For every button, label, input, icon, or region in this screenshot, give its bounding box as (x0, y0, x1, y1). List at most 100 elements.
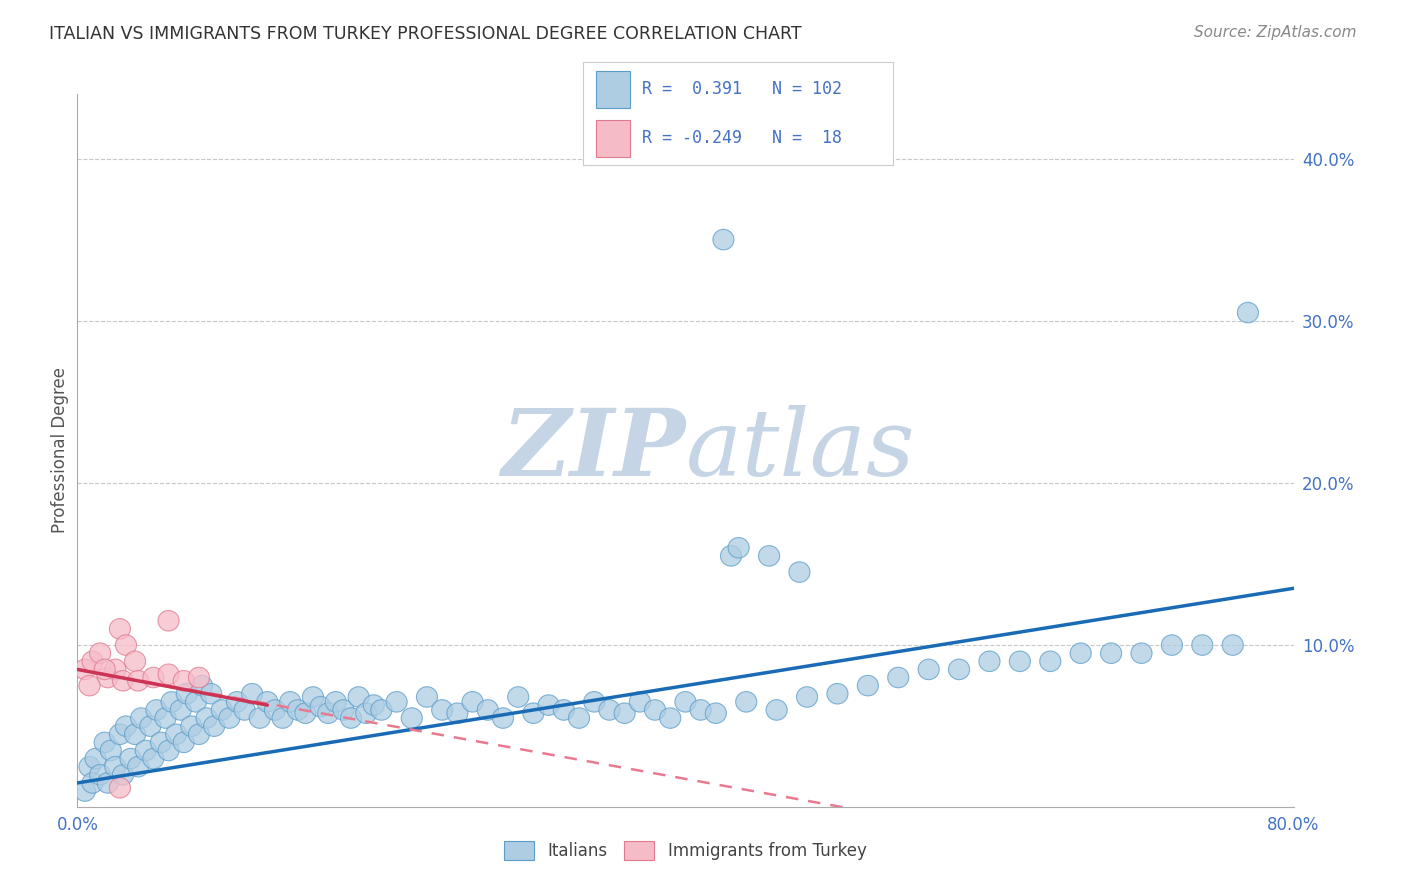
Ellipse shape (713, 229, 734, 250)
Ellipse shape (553, 699, 575, 720)
Text: atlas: atlas (686, 406, 915, 495)
Bar (596, 120, 630, 157)
Ellipse shape (79, 675, 100, 696)
Ellipse shape (257, 691, 278, 712)
Ellipse shape (155, 708, 176, 728)
Ellipse shape (1070, 643, 1091, 664)
Ellipse shape (979, 651, 1000, 672)
Ellipse shape (356, 703, 377, 723)
Ellipse shape (583, 691, 605, 712)
Ellipse shape (333, 699, 354, 720)
Ellipse shape (100, 740, 121, 761)
Ellipse shape (157, 664, 179, 684)
Ellipse shape (887, 667, 908, 688)
Ellipse shape (416, 687, 437, 707)
Ellipse shape (432, 699, 453, 720)
Ellipse shape (735, 691, 756, 712)
Ellipse shape (135, 740, 156, 761)
Ellipse shape (1010, 651, 1031, 672)
Text: R =  0.391   N = 102: R = 0.391 N = 102 (643, 80, 842, 98)
Ellipse shape (233, 699, 254, 720)
Ellipse shape (143, 748, 165, 769)
Ellipse shape (94, 659, 115, 680)
Ellipse shape (115, 716, 136, 737)
Ellipse shape (675, 691, 696, 712)
Ellipse shape (82, 772, 103, 793)
Y-axis label: Professional Degree: Professional Degree (51, 368, 69, 533)
Ellipse shape (1130, 643, 1152, 664)
Ellipse shape (105, 659, 127, 680)
Ellipse shape (162, 691, 183, 712)
Ellipse shape (401, 708, 422, 728)
Ellipse shape (125, 651, 146, 672)
Ellipse shape (131, 708, 152, 728)
Ellipse shape (644, 699, 665, 720)
Ellipse shape (173, 671, 194, 691)
Ellipse shape (568, 708, 589, 728)
Ellipse shape (176, 683, 197, 704)
Ellipse shape (538, 695, 560, 715)
Ellipse shape (79, 756, 100, 777)
Ellipse shape (599, 699, 620, 720)
Ellipse shape (614, 703, 636, 723)
Ellipse shape (201, 683, 222, 704)
Ellipse shape (139, 716, 160, 737)
Ellipse shape (302, 687, 323, 707)
Ellipse shape (766, 699, 787, 720)
Ellipse shape (186, 691, 207, 712)
Ellipse shape (146, 699, 167, 720)
Ellipse shape (110, 619, 131, 639)
Ellipse shape (318, 703, 339, 723)
Ellipse shape (349, 687, 370, 707)
Ellipse shape (371, 699, 392, 720)
Ellipse shape (630, 691, 651, 712)
Ellipse shape (492, 708, 513, 728)
Ellipse shape (325, 691, 346, 712)
Ellipse shape (706, 703, 727, 723)
Ellipse shape (195, 708, 217, 728)
Ellipse shape (84, 748, 105, 769)
Ellipse shape (758, 546, 779, 566)
Ellipse shape (827, 683, 848, 704)
Ellipse shape (387, 691, 408, 712)
Ellipse shape (150, 732, 172, 753)
Text: Source: ZipAtlas.com: Source: ZipAtlas.com (1194, 25, 1357, 40)
Ellipse shape (523, 703, 544, 723)
Ellipse shape (173, 732, 194, 753)
Text: ZIP: ZIP (501, 406, 686, 495)
Ellipse shape (363, 695, 384, 715)
Ellipse shape (94, 732, 115, 753)
Text: ITALIAN VS IMMIGRANTS FROM TURKEY PROFESSIONAL DEGREE CORRELATION CHART: ITALIAN VS IMMIGRANTS FROM TURKEY PROFES… (49, 25, 801, 43)
Ellipse shape (249, 708, 270, 728)
Ellipse shape (125, 724, 146, 745)
Ellipse shape (188, 724, 209, 745)
Ellipse shape (143, 667, 165, 688)
Ellipse shape (90, 643, 111, 664)
Ellipse shape (90, 764, 111, 785)
Ellipse shape (157, 740, 179, 761)
Ellipse shape (128, 671, 149, 691)
Ellipse shape (115, 635, 136, 656)
Ellipse shape (242, 683, 263, 704)
Ellipse shape (97, 667, 118, 688)
Ellipse shape (280, 691, 301, 712)
Ellipse shape (271, 708, 292, 728)
Ellipse shape (796, 687, 818, 707)
Ellipse shape (112, 671, 134, 691)
Ellipse shape (110, 778, 131, 798)
Ellipse shape (720, 546, 741, 566)
Ellipse shape (75, 780, 96, 801)
Ellipse shape (264, 699, 285, 720)
Ellipse shape (105, 756, 127, 777)
Ellipse shape (1192, 635, 1213, 656)
Ellipse shape (287, 699, 308, 720)
Ellipse shape (659, 708, 681, 728)
Ellipse shape (1039, 651, 1062, 672)
Ellipse shape (858, 675, 879, 696)
Ellipse shape (181, 716, 202, 737)
Ellipse shape (188, 667, 209, 688)
Ellipse shape (97, 772, 118, 793)
Ellipse shape (211, 699, 232, 720)
Ellipse shape (110, 724, 131, 745)
Ellipse shape (1101, 643, 1122, 664)
